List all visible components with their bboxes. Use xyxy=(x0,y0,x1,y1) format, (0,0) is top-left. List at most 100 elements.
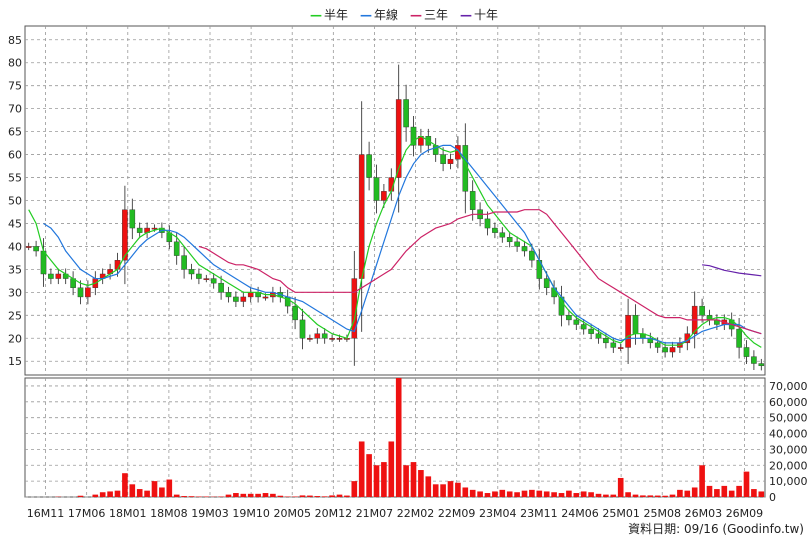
volume-bar xyxy=(114,490,121,497)
y-tick-label: 80 xyxy=(8,57,22,70)
candle xyxy=(292,305,298,321)
candle xyxy=(181,255,187,270)
candle xyxy=(506,237,513,243)
volume-bar xyxy=(669,494,676,497)
volume-bar xyxy=(247,493,254,497)
volume-bar xyxy=(684,490,691,497)
candle xyxy=(403,99,409,128)
volume-bar xyxy=(321,496,328,497)
ma-year-line xyxy=(43,144,762,344)
volume-bar xyxy=(277,495,284,497)
volume-bar xyxy=(299,495,306,497)
volume-bar xyxy=(381,462,387,497)
volume-bar xyxy=(395,378,402,497)
x-tick-label: 22M02 xyxy=(397,507,435,520)
x-tick-label: 21M07 xyxy=(356,507,394,520)
legend-label: 年線 xyxy=(373,8,398,22)
volume-bar xyxy=(469,489,476,497)
volume-bar xyxy=(595,493,602,497)
candle xyxy=(122,209,128,261)
volume-bar xyxy=(151,481,158,497)
volume-bar xyxy=(366,454,372,497)
candle xyxy=(173,241,180,256)
volume-bar xyxy=(107,491,113,497)
volume-bar xyxy=(99,492,106,497)
candle xyxy=(699,305,705,316)
candle xyxy=(240,296,247,302)
y-tick-label: 35 xyxy=(8,263,22,276)
candle xyxy=(218,282,224,293)
volume-bar xyxy=(580,491,587,497)
y-tick-label: 25 xyxy=(8,309,22,322)
y-tick-label: 70 xyxy=(8,103,22,116)
legend-swatch: — xyxy=(359,8,372,22)
candle xyxy=(55,273,62,279)
volume-bar xyxy=(603,494,609,497)
volume-bar xyxy=(233,493,239,497)
candle xyxy=(203,278,210,280)
x-tick-label: 25M08 xyxy=(643,507,681,520)
legend-label: 半年 xyxy=(323,8,348,22)
candle xyxy=(373,177,380,201)
volume-tick-label: 40,000 xyxy=(769,428,808,441)
volume-bar xyxy=(654,495,661,497)
volume-bar xyxy=(521,490,528,497)
candle xyxy=(669,347,676,353)
volume-bar xyxy=(344,495,350,497)
volume-tick-label: 70,000 xyxy=(769,380,808,393)
source-note: 資料日期: 09/16 (Goodinfo.tw) xyxy=(628,522,804,536)
y-tick-label: 55 xyxy=(8,172,22,185)
x-tick-label: 20M05 xyxy=(273,507,311,520)
volume-bar xyxy=(455,482,461,497)
volume-bar xyxy=(262,493,269,497)
ma-ten-year-line xyxy=(702,264,762,277)
candle xyxy=(188,269,195,275)
volume-bar xyxy=(403,465,409,497)
candle xyxy=(129,209,136,229)
x-tick-label: 18M01 xyxy=(109,507,147,520)
candle xyxy=(758,363,765,367)
volume-bar xyxy=(418,470,424,497)
volume-bar xyxy=(751,489,757,497)
volume-bar xyxy=(255,493,261,497)
legend-item: — 年線 xyxy=(360,6,398,23)
volume-bar xyxy=(477,491,483,497)
legend-label: 三年 xyxy=(424,8,449,22)
candle xyxy=(573,319,580,325)
candle xyxy=(247,292,254,298)
candle xyxy=(469,191,476,210)
volume-bar xyxy=(440,484,446,497)
x-tick-label: 23M04 xyxy=(479,507,517,520)
volume-bar xyxy=(714,489,720,497)
volume-bar xyxy=(159,487,165,497)
ma-three-year-line xyxy=(198,209,762,335)
volume-bar xyxy=(432,484,439,497)
candle xyxy=(210,278,217,284)
volume-bar xyxy=(173,494,180,497)
candle xyxy=(632,315,639,334)
candle xyxy=(336,338,343,340)
legend-item: — 十年 xyxy=(460,6,498,23)
candle xyxy=(484,218,491,229)
y-tick-label: 40 xyxy=(8,240,22,253)
candle xyxy=(225,292,232,298)
y-tick-label: 30 xyxy=(8,286,22,299)
volume-bar xyxy=(677,489,683,497)
volume-bar xyxy=(566,490,572,497)
volume-bar xyxy=(462,487,469,497)
candle xyxy=(580,324,587,330)
volume-bar xyxy=(388,441,395,497)
volume-bar xyxy=(225,494,232,497)
candle xyxy=(196,273,202,279)
volume-bar xyxy=(92,494,99,497)
volume-bar xyxy=(484,493,491,497)
chart-legend: — 半年 — 年線 — 三年 — 十年 xyxy=(0,6,808,23)
ma-half-year-line xyxy=(28,135,762,348)
candle xyxy=(40,250,47,275)
volume-bar xyxy=(122,473,128,497)
x-tick-label: 26M03 xyxy=(685,507,723,520)
x-tick-label: 22M09 xyxy=(438,507,476,520)
volume-bar xyxy=(447,481,454,497)
volume-tick-label: 10,000 xyxy=(769,475,808,488)
